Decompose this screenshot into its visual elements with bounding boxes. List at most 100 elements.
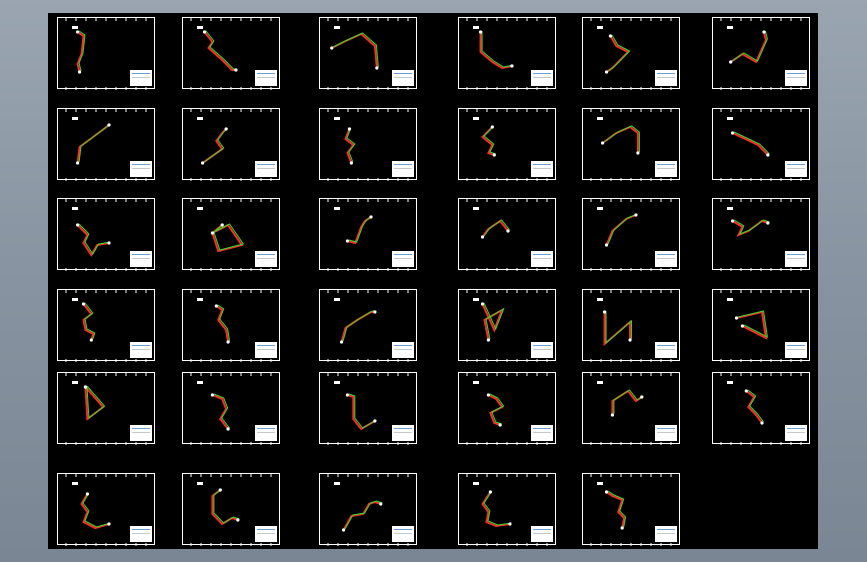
drawing-sheet[interactable] [582,108,680,181]
title-block [785,251,807,267]
sheet-drawing [590,199,672,271]
frame-ticks [190,109,272,181]
drawing-sheet[interactable] [712,198,810,271]
drawing-sheet[interactable] [712,108,810,181]
pipe-route-green [344,500,383,530]
pipe-route-green [84,302,96,340]
title-block [531,161,553,177]
drawing-sheet[interactable] [319,108,417,181]
title-block [655,342,677,358]
sheet-label-mark [334,298,340,301]
pipe-route-green [607,490,627,528]
pipe-end-marker [107,123,111,127]
frame-ticks [190,18,272,90]
pipe-route-green [205,30,238,70]
pipe-route-green [203,127,228,163]
pipe-route-green [333,32,379,68]
drawing-sheet[interactable] [582,17,680,90]
drawing-sheet[interactable] [582,198,680,271]
pipe-route-green [217,304,231,342]
title-block [130,342,152,358]
drawing-sheet[interactable] [458,198,556,271]
drawing-sheet[interactable] [182,108,280,181]
drawing-sheet[interactable] [57,17,155,90]
pipe-route-red [603,312,632,347]
drawing-sheet[interactable] [712,372,810,445]
pipe-end-marker [734,316,739,320]
drawing-sheet[interactable] [57,108,155,181]
frame-ticks [190,199,272,271]
pipe-end-marker [77,70,82,74]
frame-ticks [466,199,548,271]
drawing-sheet[interactable] [582,473,680,546]
drawing-sheet[interactable] [57,198,155,271]
drawing-sheet[interactable] [319,372,417,445]
frame-ticks [190,290,272,362]
pipe-route-red [481,491,511,528]
drawing-sheet[interactable] [57,372,155,445]
drawing-sheet[interactable] [319,289,417,362]
sheet-label-mark [334,26,340,29]
pipe-route-green [346,127,356,163]
pipe-route-green [483,490,512,526]
drawing-sheet[interactable] [458,17,556,90]
drawing-sheet[interactable] [582,289,680,362]
frame-ticks [327,199,409,271]
sheet-label-mark [197,117,203,120]
drawing-sheet[interactable] [582,372,680,445]
drawing-sheet[interactable] [712,289,810,362]
sheet-drawing [327,18,409,90]
pipe-end-marker [202,30,207,34]
title-block [785,342,807,358]
pipe-end-marker [628,338,632,342]
pipe-route-red [80,493,110,530]
title-block [392,425,414,441]
drawing-sheet[interactable] [319,17,417,90]
sheet-label-mark [197,298,203,301]
drawing-sheet[interactable] [458,108,556,181]
pipe-route-green [213,393,230,429]
sheet-drawing [65,474,147,546]
sheet-label-mark [334,482,340,485]
sheet-label-mark [72,381,78,384]
frame-ticks [590,373,672,445]
drawing-sheet[interactable] [319,473,417,546]
pipe-route-green [481,31,514,68]
pipe-end-marker [107,522,111,526]
drawing-sheet[interactable] [57,473,155,546]
pipe-end-marker [480,302,485,306]
sheet-drawing [65,199,147,271]
sheet-label-mark [597,117,603,120]
drawing-sheet[interactable] [458,372,556,445]
title-block [655,425,677,441]
drawing-sheet[interactable] [57,289,155,362]
sheet-drawing [466,474,548,546]
pipe-end-marker [731,131,735,135]
drawing-sheet[interactable] [458,289,556,362]
frame-ticks [327,18,409,90]
frame-ticks [720,109,802,181]
drawing-sheet[interactable] [182,17,280,90]
sheet-label-mark [727,26,733,29]
pipe-end-marker [510,64,514,68]
frame-ticks [327,474,409,546]
pipe-end-marker [731,219,735,223]
pipe-route-red [605,491,626,529]
sheet-drawing [190,109,272,181]
sheet-drawing [466,18,548,90]
pipe-route-green [348,215,373,243]
sheet-drawing [590,18,672,90]
drawing-sheet[interactable] [182,372,280,445]
drawing-canvas [48,13,818,549]
drawing-sheet[interactable] [182,198,280,271]
sheet-label-mark [727,117,733,120]
pipe-route-green [733,131,770,155]
drawing-sheet[interactable] [182,289,280,362]
drawing-sheet[interactable] [458,473,556,546]
drawing-sheet[interactable] [319,198,417,271]
drawing-sheet[interactable] [182,473,280,546]
drawing-sheet[interactable] [712,17,810,90]
pipe-route-red [211,223,244,253]
pipe-end-marker [214,304,218,308]
title-block [130,161,152,177]
